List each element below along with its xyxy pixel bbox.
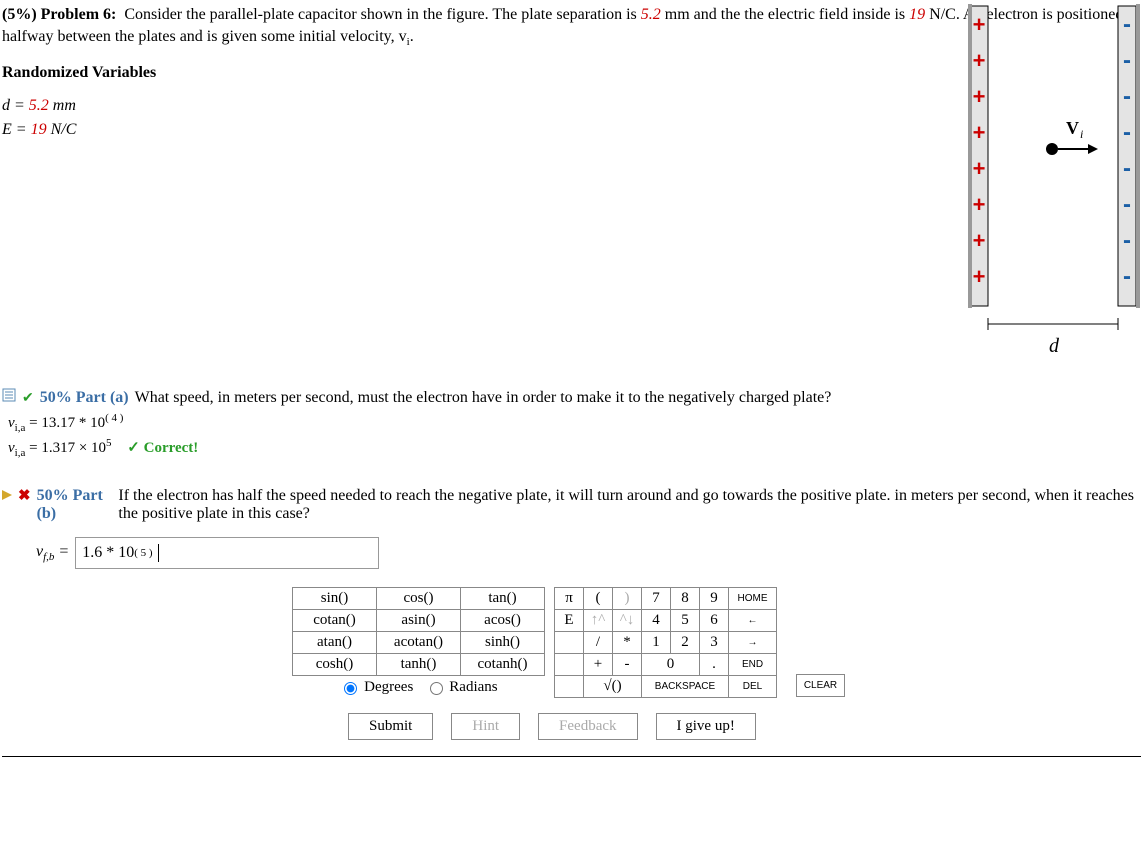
backspace-button[interactable]: BACKSPACE [642,675,729,697]
submit-button[interactable]: Submit [348,713,433,740]
fn-cosh-button[interactable]: cosh() [293,653,377,675]
down-arrow-button[interactable]: ^↓ [613,609,642,631]
fn-cotanh-button[interactable]: cotanh() [461,653,545,675]
fn-atan-button[interactable]: atan() [293,631,377,653]
svg-text:-: - [1123,263,1131,290]
keypad: sin() cos() tan() π ( ) 7 8 9 HOME cotan… [292,587,1141,740]
fn-asin-button[interactable]: asin() [377,609,461,631]
svg-text:V: V [1066,118,1079,138]
end-button[interactable]: END [729,653,777,675]
digit-5-button[interactable]: 5 [671,609,700,631]
svg-text:-: - [1123,191,1131,218]
fn-acotan-button[interactable]: acotan() [377,631,461,653]
right-button[interactable]: → [729,631,777,653]
digit-8-button[interactable]: 8 [671,587,700,609]
digit-3-button[interactable]: 3 [700,631,729,653]
digit-2-button[interactable]: 2 [671,631,700,653]
sqrt-button[interactable]: √() [584,675,642,697]
expand-icon[interactable] [2,487,12,505]
digit-7-button[interactable]: 7 [642,587,671,609]
part-a-row: ✔ 50% Part (a) What speed, in meters per… [2,388,1141,407]
answer-input[interactable]: 1.6 * 10( 5 ) [75,537,379,569]
svg-text:d: d [1049,335,1060,357]
radians-radio[interactable]: Radians [425,679,498,695]
checkmark-icon: ✔ [22,390,34,407]
clear-button[interactable]: CLEAR [797,674,845,696]
fn-tan-button[interactable]: tan() [461,587,545,609]
fn-cotan-button[interactable]: cotan() [293,609,377,631]
answer-input-row: vf,b = 1.6 * 10( 5 ) [36,537,1141,569]
digit-4-button[interactable]: 4 [642,609,671,631]
svg-text:-: - [1123,83,1131,110]
hint-button[interactable]: Hint [451,713,520,740]
degrees-radio[interactable]: Degrees [339,679,413,695]
svg-text:-: - [1123,227,1131,254]
giveup-button[interactable]: I give up! [656,713,756,740]
part-a-label: 50% Part (a) [40,389,129,407]
fn-tanh-button[interactable]: tanh() [377,653,461,675]
digit-0-button[interactable]: 0 [642,653,700,675]
left-button[interactable]: ← [729,609,777,631]
svg-text:-: - [1123,11,1131,38]
svg-text:+: + [973,48,986,73]
plus-button[interactable]: + [584,653,613,675]
feedback-button[interactable]: Feedback [538,713,637,740]
fn-sin-button[interactable]: sin() [293,587,377,609]
lparen-button[interactable]: ( [584,587,613,609]
digit-1-button[interactable]: 1 [642,631,671,653]
svg-text:+: + [973,12,986,37]
svg-text:-: - [1123,119,1131,146]
divide-button[interactable]: / [584,631,613,653]
part-b-label: 50% Part (b) [37,487,113,523]
correct-badge: ✓ Correct! [127,440,198,456]
rparen-button[interactable]: ) [613,587,642,609]
fn-sinh-button[interactable]: sinh() [461,631,545,653]
up-arrow-button[interactable]: ↑^ [584,609,613,631]
svg-text:-: - [1123,47,1131,74]
capacitor-figure: + + + + + + + + - - - - - - - - V i d [966,4,1141,369]
note-icon[interactable] [2,388,16,402]
svg-text:+: + [973,192,986,217]
fn-acos-button[interactable]: acos() [461,609,545,631]
home-button[interactable]: HOME [729,587,777,609]
e-button[interactable]: E [555,609,584,631]
minus-button[interactable]: - [613,653,642,675]
svg-text:+: + [973,84,986,109]
multiply-button[interactable]: * [613,631,642,653]
digit-9-button[interactable]: 9 [700,587,729,609]
pi-button[interactable]: π [555,587,584,609]
svg-text:+: + [973,120,986,145]
problem-label: Problem 6: [41,6,117,23]
part-b-row: ✖ 50% Part (b) If the electron has half … [2,486,1141,523]
svg-text:+: + [973,264,986,289]
svg-text:-: - [1123,155,1131,182]
del-button[interactable]: DEL [729,675,777,697]
svg-text:i: i [1080,127,1083,141]
svg-text:+: + [973,156,986,181]
part-a-answers: vi,a = 13.17 * 10( 4 ) vi,a = 1.317 × 10… [8,411,1141,462]
part-b-question: If the electron has half the speed neede… [118,487,1141,523]
fn-cos-button[interactable]: cos() [377,587,461,609]
part-a-question: What speed, in meters per second, must t… [135,389,832,407]
digit-6-button[interactable]: 6 [700,609,729,631]
x-icon: ✖ [18,486,31,505]
decimal-button[interactable]: . [700,653,729,675]
problem-weight: (5%) [2,6,37,23]
svg-text:+: + [973,228,986,253]
